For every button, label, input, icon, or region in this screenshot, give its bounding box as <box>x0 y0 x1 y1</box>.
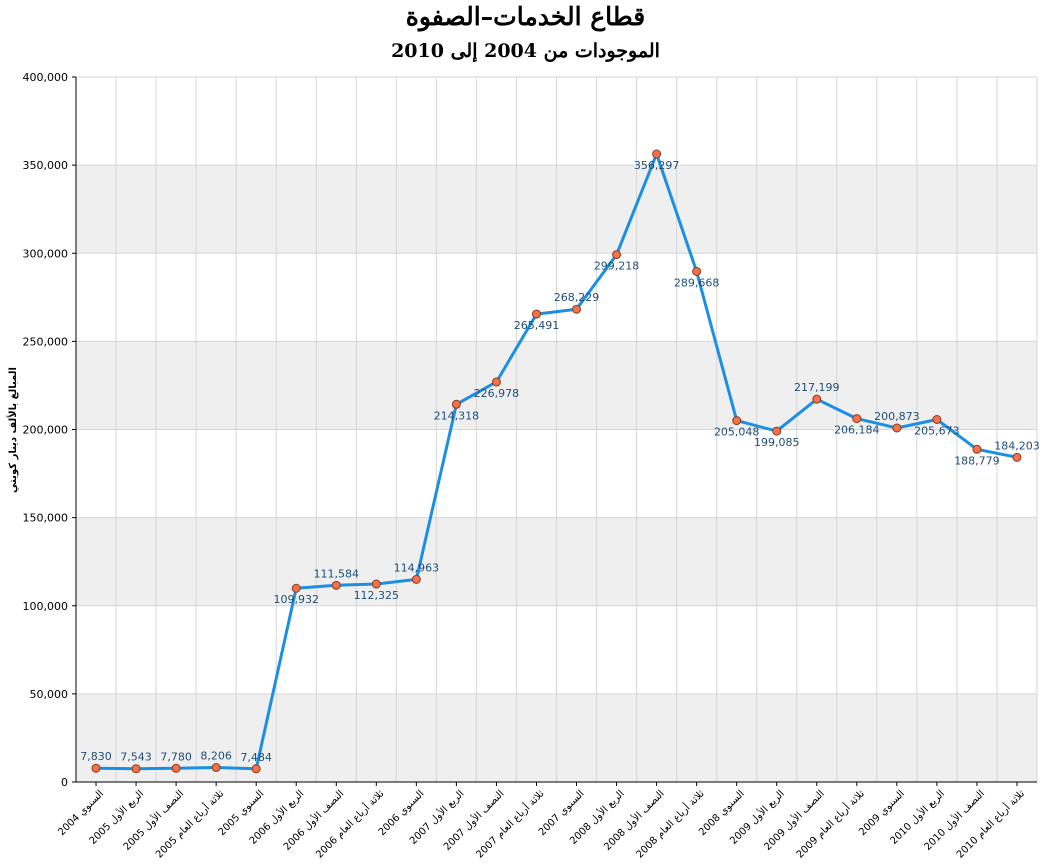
data-label: 7,484 <box>240 751 272 764</box>
y-tick-label: 250,000 <box>23 335 69 348</box>
data-point <box>572 304 582 314</box>
x-tick-label: ثلاثة أرباع العام 2010 <box>953 787 1027 861</box>
data-point <box>411 574 421 584</box>
y-tick-label: 350,000 <box>23 159 69 172</box>
y-tick-label: 200,000 <box>23 424 69 437</box>
data-label: 268,229 <box>554 291 600 304</box>
data-point <box>171 763 181 773</box>
chart-title: قطاع الخدمات–الصفوة <box>405 2 646 31</box>
data-label: 7,780 <box>160 750 192 763</box>
data-label: 226,978 <box>474 387 520 400</box>
data-label: 7,543 <box>120 751 152 764</box>
y-tick-label: 0 <box>61 776 68 789</box>
data-point <box>371 579 381 589</box>
data-point <box>491 377 501 387</box>
x-tick-label: ثلاثة أرباع العام 2007 <box>473 787 547 861</box>
data-label: 111,584 <box>314 567 360 580</box>
data-label: 7,830 <box>80 750 112 763</box>
data-point <box>211 763 221 773</box>
data-point <box>812 394 822 404</box>
x-tick-label: ثلاثة أرباع العام 2009 <box>793 787 867 861</box>
data-label: 112,325 <box>354 589 400 602</box>
data-point <box>251 764 261 774</box>
data-point <box>972 444 982 454</box>
vertical-gridlines <box>115 77 1038 782</box>
data-label: 217,199 <box>794 381 840 394</box>
data-point <box>612 250 622 260</box>
data-label: 289,668 <box>674 276 720 289</box>
y-tick-label: 400,000 <box>23 71 69 84</box>
y-tick-label: 100,000 <box>23 600 69 613</box>
data-point <box>291 583 301 593</box>
data-point <box>852 414 862 424</box>
data-label: 200,873 <box>874 410 920 423</box>
chart-subtitle: الموجودات من 2004 إلى 2010 <box>391 40 660 62</box>
data-label: 356,297 <box>634 159 680 172</box>
data-label: 8,206 <box>200 750 232 763</box>
x-tick-label: ثلاثة أرباع العام 2006 <box>313 787 387 861</box>
data-point <box>131 764 141 774</box>
series-line <box>95 152 1018 771</box>
data-label: 265,491 <box>514 319 560 332</box>
x-tick-label: ثلاثة أرباع العام 2008 <box>633 787 707 861</box>
y-axis-ticks: 0 50,000 100,000 150,000 200,000 250,000 300,0… <box>23 71 76 789</box>
data-point <box>692 266 702 276</box>
data-label: 188,779 <box>954 454 1000 467</box>
data-label: 205,048 <box>714 426 760 439</box>
y-tick-label: 50,000 <box>30 688 69 701</box>
data-point <box>892 423 902 433</box>
x-tick-label: ثلاثة أرباع العام 2005 <box>153 787 227 861</box>
data-label: 184,203 <box>994 439 1040 452</box>
data-point <box>932 415 942 425</box>
y-tick-label: 300,000 <box>23 247 69 260</box>
y-axis-label: المبالغ بالألف دينار كويتي <box>6 367 19 493</box>
data-point <box>331 580 341 590</box>
data-point <box>772 426 782 436</box>
y-tick-label: 150,000 <box>23 512 69 525</box>
data-point <box>451 399 461 409</box>
data-label: 205,673 <box>914 425 960 438</box>
data-point <box>732 416 742 426</box>
data-points <box>91 149 1022 774</box>
data-label: 114,963 <box>394 561 440 574</box>
data-label: 109,932 <box>273 593 319 606</box>
data-point <box>652 149 662 159</box>
data-label: 206,184 <box>834 424 880 437</box>
data-point <box>91 763 101 773</box>
data-point <box>531 309 541 319</box>
data-label: 299,218 <box>594 260 640 273</box>
data-label: 199,085 <box>754 436 800 449</box>
data-label: 214,318 <box>434 409 480 422</box>
data-labels: 7,830 7,543 7,780 8,206 7,484 109,932 111,584 1… <box>80 159 1039 764</box>
data-point <box>1012 452 1022 462</box>
series-line-group <box>95 152 1018 771</box>
